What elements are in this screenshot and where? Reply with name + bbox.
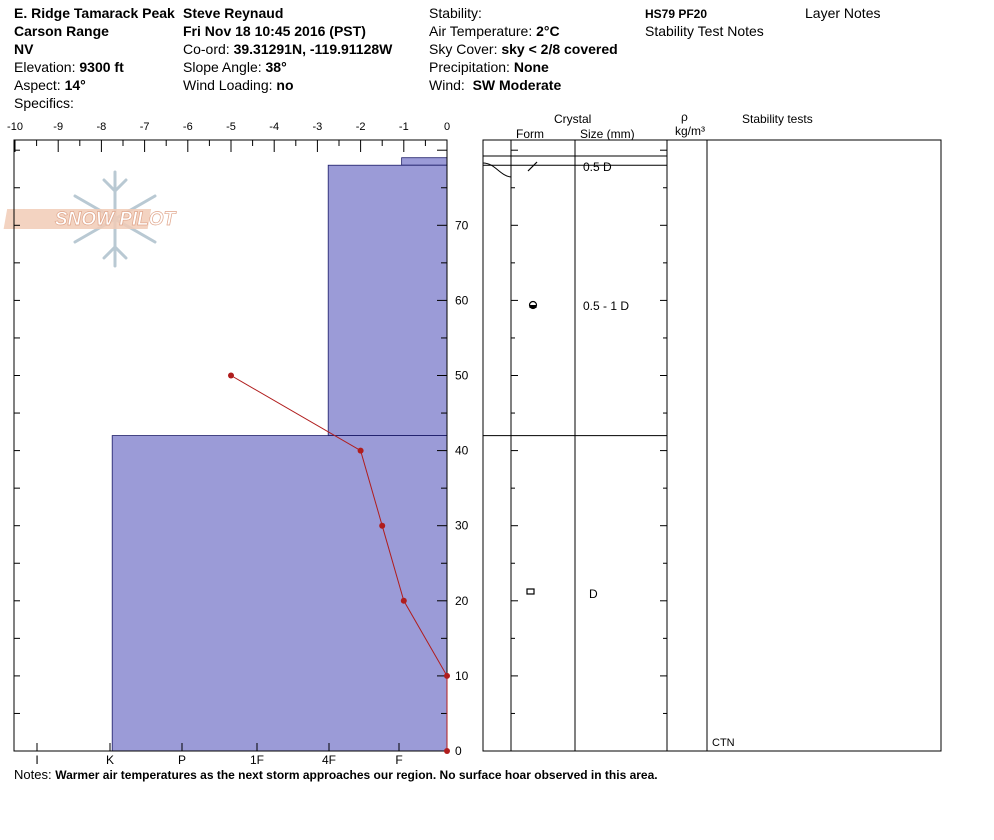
wind: Wind: SW Moderate: [429, 77, 562, 93]
height-tick-label: 70: [455, 218, 469, 232]
height-tick-label: 10: [455, 669, 469, 683]
state-name: NV: [14, 41, 34, 57]
layer-hardness-bar: [111, 435, 448, 752]
elevation: Elevation: 9300 ft: [14, 59, 124, 75]
air-temperature-value: 2°C: [536, 23, 560, 39]
temperature-point: [444, 748, 450, 754]
hardness-tick-label: K: [106, 753, 114, 767]
temp-tick-label: -6: [183, 121, 193, 133]
coordinates-value: 39.31291N, -119.91128W: [233, 41, 393, 57]
height-tick-label: 30: [455, 519, 469, 533]
temp-tick-label: -3: [313, 121, 323, 133]
grain-size-label: 0.5 D: [583, 160, 612, 174]
location-title: E. Ridge Tamarack Peak: [14, 5, 175, 21]
hardness-tick-label: I: [35, 753, 38, 767]
layer-notes-label: Layer Notes: [805, 5, 881, 21]
temperature-point: [228, 372, 234, 379]
slope-angle: Slope Angle: 38°: [183, 59, 287, 75]
layer-hardness-bar: [327, 164, 448, 436]
wind-loading: Wind Loading: no: [183, 77, 294, 93]
range-name: Carson Range: [14, 23, 109, 39]
height-tick-label: 60: [455, 293, 469, 307]
grain-size-label: 0.5 - 1 D: [583, 299, 629, 313]
layer-connector-line: [482, 162, 512, 178]
sky-cover-value: sky < 2/8 covered: [501, 41, 618, 57]
grain-size-label: D: [589, 587, 598, 601]
stability-test-notes-label: Stability Test Notes: [645, 23, 764, 39]
sky-cover: Sky Cover: sky < 2/8 covered: [429, 41, 618, 57]
height-tick-label: 50: [455, 369, 469, 383]
temperature-point: [379, 522, 386, 529]
air-temperature: Air Temperature: 2°C: [429, 23, 560, 39]
logo-text: SNOW PILOT: [55, 209, 177, 230]
stability-label: Stability:: [429, 5, 482, 21]
height-tick-label: 20: [455, 594, 469, 608]
snow-pilot-logo: SNOW PILOT: [3, 170, 177, 268]
hardness-tick-label: 1F: [250, 753, 264, 767]
rounded-form-icon-fill: [529, 305, 537, 308]
wind-value: SW Moderate: [472, 77, 562, 93]
density-unit: kg/m³: [675, 124, 705, 138]
precipitation-value: None: [513, 59, 549, 75]
height-tick-label: 0: [455, 744, 462, 758]
hs-pf-values: HS79 PF20: [645, 7, 708, 21]
slope-angle-value: 38°: [265, 59, 287, 75]
temp-tick-label: -10: [7, 121, 23, 133]
aspect: Aspect: 14°: [14, 77, 86, 93]
precipitation: Precipitation: None: [429, 59, 549, 75]
temp-tick-label: -9: [53, 121, 63, 133]
stability-test-label: CTN: [712, 737, 735, 749]
hardness-tick-label: F: [395, 753, 402, 767]
specifics-label: Specifics:: [14, 95, 74, 111]
density-header: ρ: [681, 110, 688, 124]
notes: Notes: Warmer air temperatures as the ne…: [14, 767, 658, 782]
height-tick-label: 40: [455, 444, 469, 458]
temperature-line: [230, 375, 448, 751]
temp-tick-label: -1: [399, 121, 409, 133]
table-frame: [482, 139, 942, 752]
temp-tick-label: -8: [97, 121, 107, 133]
temp-tick-label: -7: [140, 121, 150, 133]
temperature-point: [400, 597, 407, 604]
notes-text: Warmer air temperatures as the next stor…: [55, 768, 658, 782]
temperature-point: [357, 447, 364, 454]
hardness-tick-label: P: [178, 753, 186, 767]
temperature-point: [444, 672, 450, 679]
temp-tick-label: -2: [356, 121, 366, 133]
crystal-header: Crystal: [554, 112, 592, 126]
observer-name: Steve Reynaud: [183, 5, 284, 21]
aspect-value: 14°: [64, 77, 86, 93]
size-header: Size (mm): [580, 127, 635, 141]
elevation-value: 9300 ft: [79, 59, 124, 75]
stability-tests-header: Stability tests: [742, 112, 813, 126]
wind-loading-value: no: [276, 77, 294, 93]
decomposing-form-icon: [527, 161, 538, 172]
faceted-form-icon: [526, 588, 535, 595]
observation-datetime: Fri Nov 18 10:45 2016 (PST): [183, 23, 366, 39]
hardness-tick-label: 4F: [322, 753, 336, 767]
temp-tick-label: -4: [269, 121, 279, 133]
temp-tick-label: 0: [444, 121, 450, 133]
form-header: Form: [516, 127, 544, 141]
temp-tick-label: -5: [226, 121, 236, 133]
layer-hardness-bar: [401, 157, 448, 166]
coordinates: Co-ord: 39.31291N, -119.91128W: [183, 41, 393, 57]
